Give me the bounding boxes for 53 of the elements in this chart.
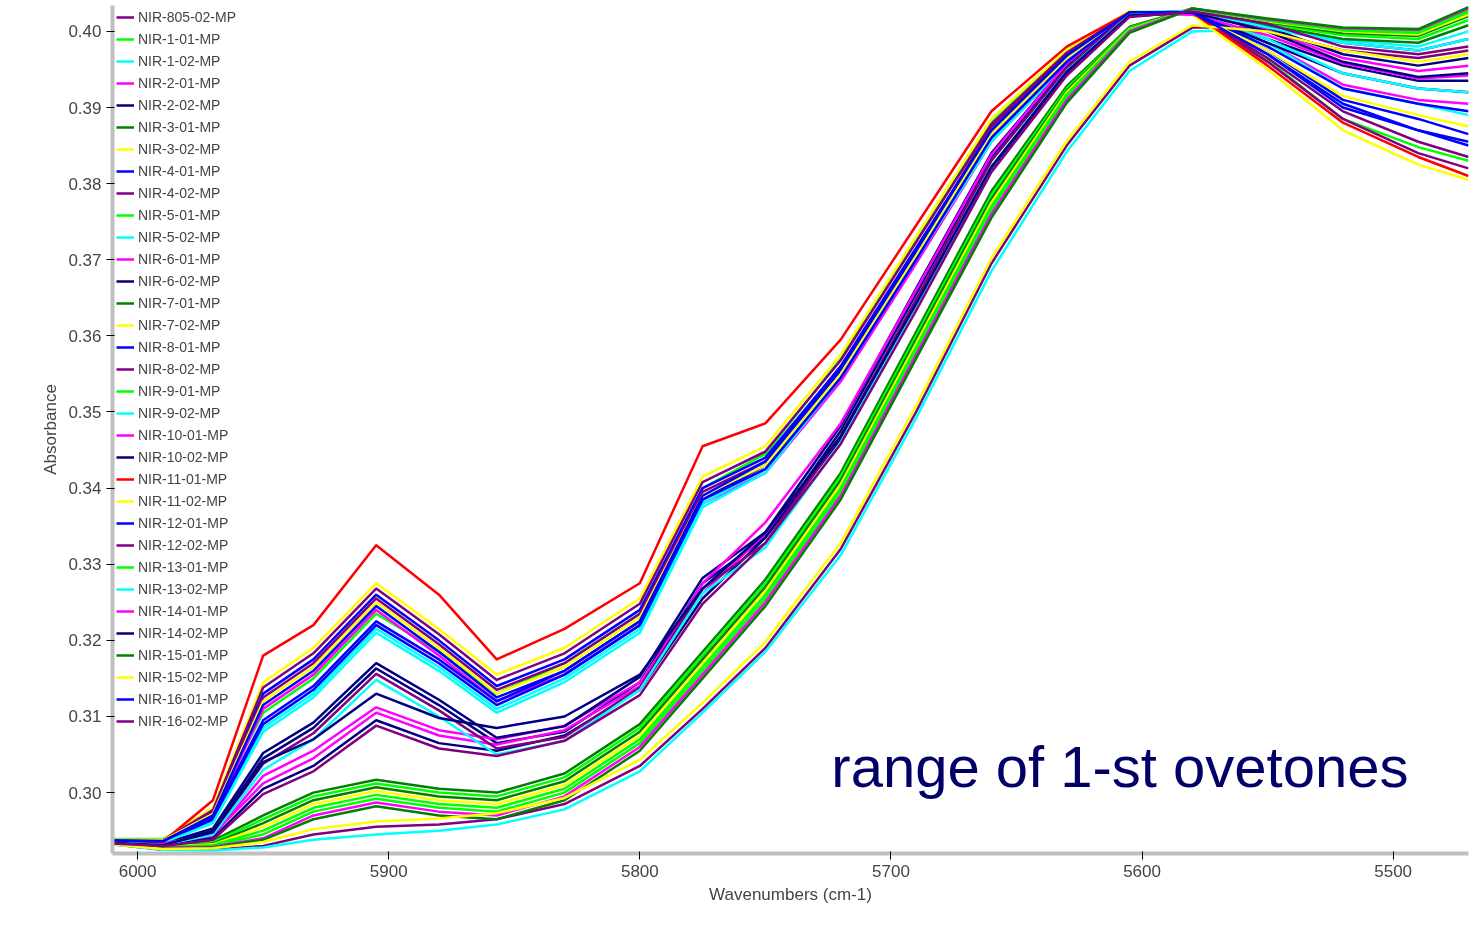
legend-label: NIR-16-02-MP [138, 713, 229, 729]
legend-label: NIR-11-01-MP [138, 471, 228, 487]
x-tick-label: 5600 [1123, 861, 1161, 881]
x-tick-label: 6000 [118, 861, 157, 881]
y-tick-label: 0.33 [68, 555, 102, 575]
legend-label: NIR-4-01-MP [138, 163, 221, 179]
legend-label: NIR-15-01-MP [138, 647, 229, 663]
legend-label: NIR-6-01-MP [138, 251, 221, 267]
legend-label: NIR-2-01-MP [138, 75, 221, 91]
legend-label: NIR-8-01-MP [138, 339, 221, 355]
legend-label: NIR-11-02-MP [138, 493, 228, 509]
legend-label: NIR-9-02-MP [138, 405, 221, 421]
legend-label: NIR-805-02-MP [138, 9, 237, 25]
legend-label: NIR-2-02-MP [138, 97, 221, 113]
y-tick-label: 0.39 [68, 98, 102, 118]
legend-label: NIR-3-01-MP [138, 119, 221, 135]
legend-label: NIR-7-02-MP [138, 317, 221, 333]
annotation: range of 1-st ovetones [831, 733, 1409, 799]
legend-label: NIR-3-02-MP [138, 141, 221, 157]
y-tick-label: 0.38 [68, 174, 102, 194]
legend-label: NIR-5-01-MP [138, 207, 221, 223]
y-tick-label: 0.34 [68, 479, 102, 499]
legend-label: NIR-1-02-MP [138, 53, 221, 69]
legend-label: NIR-12-02-MP [138, 537, 229, 553]
legend-label: NIR-16-01-MP [138, 691, 229, 707]
x-tick-label: 5700 [872, 861, 910, 881]
legend-label: NIR-8-02-MP [138, 361, 221, 377]
legend-label: NIR-13-01-MP [138, 559, 229, 575]
legend-label: NIR-5-02-MP [138, 229, 221, 245]
legend-label: NIR-4-02-MP [138, 185, 221, 201]
y-tick-label: 0.40 [68, 22, 102, 42]
y-tick-label: 0.36 [68, 326, 102, 346]
legend-label: NIR-14-01-MP [138, 603, 229, 619]
legend-label: NIR-13-02-MP [138, 581, 229, 597]
legend-label: NIR-10-01-MP [138, 427, 229, 443]
legend-label: NIR-7-01-MP [138, 295, 221, 311]
legend-label: NIR-15-02-MP [138, 669, 229, 685]
legend-label: NIR-12-01-MP [138, 515, 229, 531]
x-axis-title: Wavenumbers (cm-1) [709, 884, 872, 904]
y-tick-label: 0.31 [68, 707, 102, 727]
y-tick-label: 0.35 [68, 402, 102, 422]
legend-label: NIR-14-02-MP [138, 625, 229, 641]
y-tick-label: 0.32 [68, 631, 102, 651]
legend-label: NIR-10-02-MP [138, 449, 229, 465]
y-tick-label: 0.37 [68, 250, 102, 270]
x-tick-label: 5500 [1374, 861, 1413, 881]
legend-label: NIR-9-01-MP [138, 383, 221, 399]
legend-label: NIR-6-02-MP [138, 273, 221, 289]
x-tick-label: 5900 [369, 861, 408, 881]
x-tick-label: 5800 [620, 861, 659, 881]
legend-label: NIR-1-01-MP [138, 31, 221, 47]
y-axis-title: Absorbance [41, 384, 61, 475]
y-tick-label: 0.30 [68, 783, 102, 803]
